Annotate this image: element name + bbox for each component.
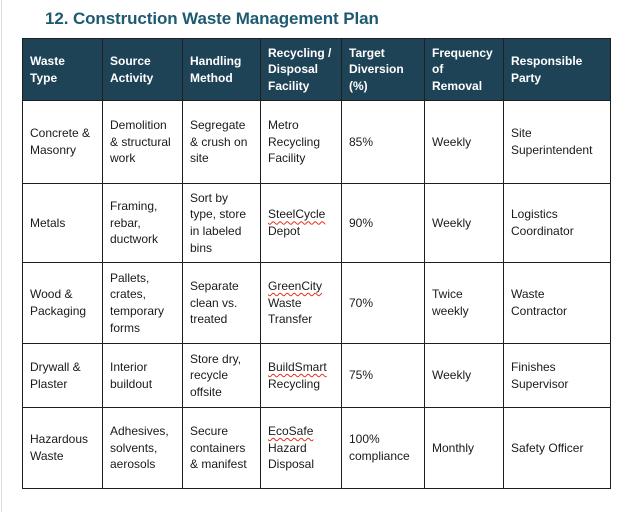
- cell-facility: Metro Recycling Facility: [260, 100, 342, 184]
- cell-handling-method: Store dry, recycle offsite: [182, 343, 261, 408]
- table-row: Metals Framing, rebar, ductwork Sort by …: [22, 183, 611, 263]
- cell-target-diversion: 100% compliance: [341, 407, 425, 489]
- cell-handling-method: Sort by type, store in labeled bins: [182, 183, 261, 263]
- cell-source-activity: Pallets, crates, temporary forms: [102, 262, 183, 344]
- table-row: Wood & Packaging Pallets, crates, tempor…: [22, 262, 611, 344]
- facility-text: Hazard Disposal: [268, 440, 315, 472]
- cell-responsible-party: Safety Officer: [503, 407, 611, 489]
- page-title: 12. Construction Waste Management Plan: [45, 9, 379, 28]
- cell-responsible-party: Finishes Supervisor: [503, 343, 611, 408]
- cell-handling-method: Separate clean vs. treated: [182, 262, 261, 344]
- cell-frequency: Weekly: [424, 183, 504, 263]
- cell-frequency: Weekly: [424, 343, 504, 408]
- col-header-target-diversion: Target Diversion (%): [341, 38, 425, 101]
- cell-target-diversion: 85%: [341, 100, 425, 184]
- table-header-row: Waste Type Source Activity Handling Meth…: [22, 38, 611, 101]
- cell-handling-method: Segregate & crush on site: [182, 100, 261, 184]
- misspelled-word: BuildSmart: [268, 359, 327, 374]
- cell-frequency: Twice weekly: [424, 262, 504, 344]
- cell-waste-type: Drywall & Plaster: [22, 343, 103, 408]
- facility-text: Recycling: [268, 376, 321, 391]
- cell-source-activity: Demolition & structural work: [102, 100, 183, 184]
- col-header-frequency-of-removal: Frequency of Removal: [424, 38, 504, 101]
- cell-source-activity: Framing, rebar, ductwork: [102, 183, 183, 263]
- cell-target-diversion: 75%: [341, 343, 425, 408]
- col-header-waste-type: Waste Type: [22, 38, 103, 101]
- cell-responsible-party: Logistics Coordinator: [503, 183, 611, 263]
- cell-waste-type: Metals: [22, 183, 103, 263]
- cell-target-diversion: 70%: [341, 262, 425, 344]
- col-header-responsible-party: Responsible Party: [503, 38, 611, 101]
- col-header-source-activity: Source Activity: [102, 38, 183, 101]
- misspelled-word: SteelCycle: [268, 207, 326, 222]
- facility-text: Metro Recycling Facility: [268, 118, 321, 166]
- cell-frequency: Weekly: [424, 100, 504, 184]
- cell-facility: SteelCycle Depot: [260, 183, 342, 263]
- misspelled-word: GreenCity: [268, 279, 323, 294]
- cell-source-activity: Adhesives, solvents, aerosols: [102, 407, 183, 489]
- cell-source-activity: Interior buildout: [102, 343, 183, 408]
- table-row: Concrete & Masonry Demolition & structur…: [22, 100, 611, 184]
- cell-waste-type: Wood & Packaging: [22, 262, 103, 344]
- cell-waste-type: Concrete & Masonry: [22, 100, 103, 184]
- col-header-recycling-disposal-facility: Recycling / Disposal Facility: [260, 38, 342, 101]
- facility-text: Depot: [268, 224, 301, 238]
- facility-text: Waste Transfer: [268, 295, 313, 327]
- col-header-handling-method: Handling Method: [182, 38, 261, 101]
- table-row: Drywall & Plaster Interior buildout Stor…: [22, 343, 611, 408]
- cell-facility: GreenCity Waste Transfer: [260, 262, 342, 344]
- cell-facility: BuildSmart Recycling: [260, 343, 342, 408]
- cell-handling-method: Secure containers & manifest: [182, 407, 261, 489]
- cell-frequency: Monthly: [424, 407, 504, 489]
- cell-responsible-party: Waste Contractor: [503, 262, 611, 344]
- cell-target-diversion: 90%: [341, 183, 425, 263]
- page-edge: [1, 0, 2, 512]
- cell-responsible-party: Site Superintendent: [503, 100, 611, 184]
- misspelled-word: EcoSafe: [268, 424, 314, 439]
- cell-facility: EcoSafe Hazard Disposal: [260, 407, 342, 489]
- cell-waste-type: Hazardous Waste: [22, 407, 103, 489]
- table-row: Hazardous Waste Adhesives, solvents, aer…: [22, 407, 611, 489]
- waste-management-table: Waste Type Source Activity Handling Meth…: [22, 38, 611, 489]
